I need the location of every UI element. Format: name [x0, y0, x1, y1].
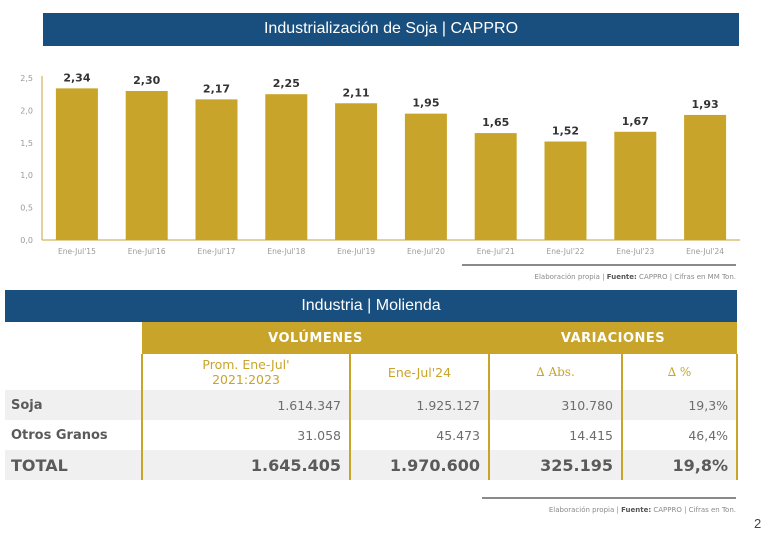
cell-prom: 1.645.405 [141, 450, 351, 480]
bar [265, 94, 308, 240]
note-source-label: Fuente: [621, 506, 652, 514]
y-tick-label: 1,0 [20, 171, 33, 180]
x-axis-ticks: Ene-Jul'15 Ene-Jul'16 Ene-Jul'17 Ene-Jul'18… [58, 247, 724, 256]
value-label: 1,52 [552, 125, 579, 138]
x-tick-label: Ene-Jul'18 [267, 247, 305, 256]
x-tick-label: Ene-Jul'15 [58, 247, 96, 256]
page-number: 2 [754, 516, 762, 531]
cell-delta-pct: 19,3% [621, 390, 739, 420]
cell-delta-abs: 14.415 [488, 420, 624, 450]
y-tick-label: 2,5 [20, 74, 33, 83]
value-label: 2,11 [343, 86, 370, 99]
value-label: 2,30 [133, 74, 160, 87]
x-tick-label: Ene-Jul'16 [128, 247, 166, 256]
table-source-note: Elaboración propia | Fuente: CAPPRO | Ci… [460, 506, 736, 514]
y-tick-label: 2,0 [20, 106, 33, 115]
bar [125, 90, 168, 241]
table-note-divider [482, 497, 736, 499]
row-label: Otros Granos [5, 420, 143, 450]
x-tick-label: Ene-Jul'21 [477, 247, 515, 256]
cell-ene-jul-24: 45.473 [348, 420, 491, 450]
note-prefix: Elaboración propia | [548, 506, 622, 514]
chart-source-note: Elaboración propia | Fuente: CAPPRO | Ci… [440, 273, 736, 281]
cell-delta-abs: 325.195 [488, 450, 624, 480]
bar [335, 103, 378, 240]
table-row-total: TOTAL 1.645.405 1.970.600 325.195 19,8% [5, 450, 739, 480]
cell-delta-abs: 310.780 [488, 390, 624, 420]
note-prefix: Elaboración propia | [534, 273, 607, 281]
value-labels: 2,34 2,30 2,17 2,25 2,11 1,95 1,65 1,52 1,67 1,93 [63, 71, 718, 137]
group-header-variaciones: VARIACIONES [489, 322, 738, 354]
bar [614, 131, 657, 240]
col-header-prom: Prom. Ene-Jul' 2021:2023 [141, 354, 351, 390]
x-tick-label: Ene-Jul'23 [616, 247, 654, 256]
y-tick-label: 0,5 [20, 204, 33, 213]
value-label: 1,95 [412, 97, 439, 110]
row-label: TOTAL [5, 450, 143, 480]
col-header-ene-jul-24: Ene-Jul'24 [348, 354, 491, 390]
x-tick-label: Ene-Jul'19 [337, 247, 375, 256]
bar [684, 114, 727, 240]
bar [195, 99, 238, 240]
x-tick-label: Ene-Jul'17 [198, 247, 236, 256]
bars [55, 88, 727, 241]
x-tick-label: Ene-Jul'24 [686, 247, 724, 256]
table-row-otros-granos: Otros Granos 31.058 45.473 14.415 46,4% [5, 420, 739, 450]
molienda-table: VOLÚMENES VARIACIONES Prom. Ene-Jul' 202… [5, 322, 739, 480]
y-tick-label: 1,5 [20, 139, 33, 148]
chart-note-divider [462, 264, 736, 266]
value-label: 2,34 [63, 71, 90, 84]
value-label: 1,65 [482, 116, 509, 129]
col-header-delta-pct: ∆ % [621, 354, 739, 390]
bar [544, 141, 587, 240]
bar [55, 88, 98, 240]
bar [404, 113, 447, 240]
note-source-label: Fuente: [606, 273, 637, 281]
table-row-soja: Soja 1.614.347 1.925.127 310.780 19,3% [5, 390, 739, 420]
cell-prom: 1.614.347 [141, 390, 351, 420]
col-header-prom-text: Prom. Ene-Jul' 2021:2023 [202, 357, 290, 387]
bar [474, 133, 517, 240]
cell-ene-jul-24: 1.925.127 [348, 390, 491, 420]
cell-delta-pct: 46,4% [621, 420, 739, 450]
chart-title-banner: Industrialización de Soja | CAPPRO [43, 13, 739, 46]
cell-ene-jul-24: 1.970.600 [348, 450, 491, 480]
x-tick-label: Ene-Jul'20 [407, 247, 445, 256]
value-label: 2,25 [273, 77, 300, 90]
value-label: 1,93 [692, 98, 719, 111]
bar-chart: 0,0 0,5 1,0 1,5 2,0 2,5 2,34 2,30 2,17 2,25 2,11 1… [20, 71, 740, 256]
col-header-delta-abs: ∆ Abs. [488, 354, 624, 390]
note-suffix: CAPPRO | Cifras en MM Ton. [636, 273, 736, 281]
x-tick-label: Ene-Jul'22 [547, 247, 585, 256]
corner-cell [5, 354, 142, 390]
cell-prom: 31.058 [141, 420, 351, 450]
group-header-volumenes: VOLÚMENES [142, 322, 490, 354]
cell-delta-pct: 19,8% [621, 450, 739, 480]
table-title-banner: Industria | Molienda [5, 290, 737, 322]
note-suffix: CAPPRO | Cifras en Ton. [651, 506, 736, 514]
corner-cell [5, 322, 142, 354]
y-tick-label: 0,0 [20, 236, 33, 245]
row-label: Soja [5, 390, 143, 420]
value-label: 1,67 [622, 115, 649, 128]
value-label: 2,17 [203, 82, 230, 95]
